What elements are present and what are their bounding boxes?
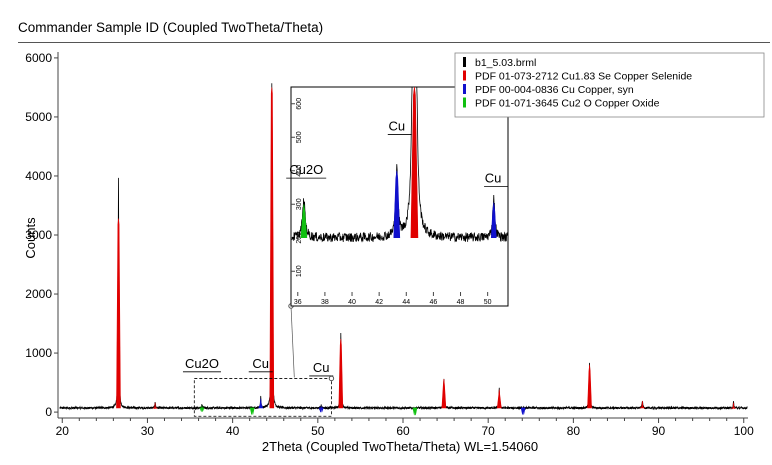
y-tick-label: 1000 xyxy=(25,346,52,360)
inset-peak-label: Cu2O xyxy=(289,162,323,177)
inset-cu-stick xyxy=(490,202,497,239)
cu183se-stick xyxy=(639,400,646,409)
inset-y-tick-label: 100 xyxy=(296,265,303,277)
inset-y-tick-label: 600 xyxy=(296,98,303,110)
cu183se-stick xyxy=(338,338,344,409)
cu183se-stick xyxy=(587,364,592,409)
x-tick-label: 60 xyxy=(396,424,410,438)
y-tick-label: 0 xyxy=(45,405,52,419)
legend-item-label: b1_5.03.brml xyxy=(475,57,536,69)
inset-x-tick-label: 40 xyxy=(348,299,356,306)
y-tick-label: 6000 xyxy=(25,51,52,65)
legend-box xyxy=(454,52,765,118)
axis-layer: 0 1000 2000 3000 4000 5000 6000 20 30 40 50 60 70 80 9… xyxy=(25,51,754,438)
inset-x-tick-label: 46 xyxy=(430,299,438,306)
legend-item-label: PDF 01-073-2712 Cu1.83 Se Copper Selenid… xyxy=(475,71,692,83)
cu183se-stick xyxy=(441,379,447,409)
legend-swatch xyxy=(463,57,466,67)
cu183se-stick xyxy=(269,87,275,409)
measured-pattern-line xyxy=(59,83,748,411)
x-tick-label: 80 xyxy=(567,424,581,438)
cu2o-stick xyxy=(412,407,418,416)
inset-x-tick-label: 42 xyxy=(375,299,383,306)
cu183se-stick xyxy=(116,218,121,409)
x-tick-label: 20 xyxy=(56,424,70,438)
page-title: Commander Sample ID (Coupled TwoTheta/Th… xyxy=(18,20,324,35)
inset-y-tick-label: 500 xyxy=(296,131,303,143)
inset-frame xyxy=(290,86,509,307)
inset-x-tick-label: 38 xyxy=(321,299,329,306)
cu183se-stick xyxy=(152,402,158,410)
title-divider xyxy=(18,42,770,43)
y-tick-label: 4000 xyxy=(25,169,52,183)
zoom-connector-handle xyxy=(328,375,335,382)
legend: b1_5.03.brml PDF 01-073-2712 Cu1.83 Se Co… xyxy=(454,52,765,118)
y-tick-label: 5000 xyxy=(25,110,52,124)
x-tick-label: 30 xyxy=(141,424,155,438)
zoom-region-box xyxy=(193,378,332,417)
inset-cu-stick xyxy=(393,170,401,239)
cu183se-stick xyxy=(731,402,736,410)
legend-item-label: PDF 01-071-3645 Cu2 O Copper Oxide xyxy=(475,98,660,110)
inset-cu2o-stick xyxy=(300,204,308,239)
y-axis-label: Counts xyxy=(23,217,38,259)
inset-measured-pattern-line xyxy=(291,86,508,243)
inset-x-tick-label: 50 xyxy=(484,299,492,306)
cu-stick xyxy=(318,406,324,413)
x-tick-label: 70 xyxy=(482,424,496,438)
peak-label: Cu xyxy=(252,356,269,371)
cu183se-stick xyxy=(496,389,502,409)
inset-y-tick-label: 400 xyxy=(296,165,303,177)
cu-stick xyxy=(258,398,264,409)
peak-label: Cu xyxy=(313,360,330,375)
inset-x-tick-label: 36 xyxy=(294,299,302,306)
inset-peak-label: Cu xyxy=(485,170,502,185)
legend-swatch xyxy=(463,70,466,81)
y-tick-label: 2000 xyxy=(25,287,52,301)
x-tick-label: 90 xyxy=(652,424,666,438)
inset-x-tick-label: 48 xyxy=(457,299,465,306)
inset-x-tick-label: 44 xyxy=(402,299,410,306)
peak-label: Cu2O xyxy=(185,356,219,371)
cu2o-stick xyxy=(199,405,205,412)
y-tick-label: 3000 xyxy=(25,228,52,242)
main-plot-layer: Cu2O Cu Cu xyxy=(59,83,748,417)
x-tick-label: 40 xyxy=(226,424,240,438)
x-tick-label: 50 xyxy=(311,424,325,438)
legend-item-label: PDF 00-004-0836 Cu Copper, syn xyxy=(475,84,634,96)
cu-stick xyxy=(520,407,526,415)
inset-y-tick-label: 300 xyxy=(296,198,303,210)
zoom-connector-line xyxy=(290,305,295,378)
legend-swatch xyxy=(463,84,466,94)
inset-cu183se-stick xyxy=(410,86,419,239)
legend-swatch xyxy=(463,97,466,108)
inset-peak-label: Cu xyxy=(388,119,405,134)
x-tick-label: 100 xyxy=(734,424,754,438)
x-axis-label: 2Theta (Coupled TwoTheta/Theta) WL=1.540… xyxy=(262,439,538,454)
cu2o-stick xyxy=(249,407,255,415)
